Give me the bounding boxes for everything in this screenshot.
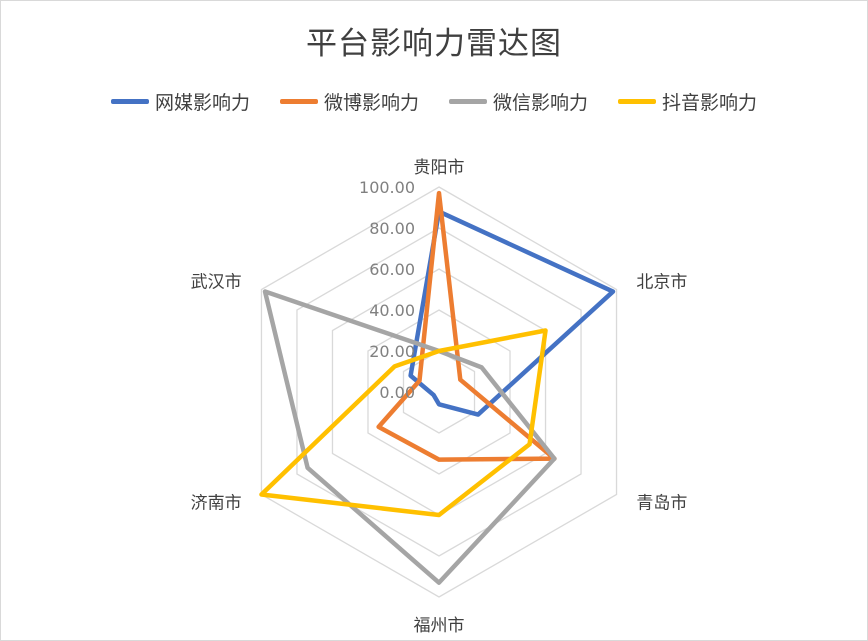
category-label: 武汉市 — [191, 273, 242, 293]
chart-title: 平台影响力雷达图 — [306, 26, 562, 62]
category-label: 福州市 — [414, 616, 465, 636]
tick-label: 40.00 — [369, 301, 415, 320]
gridlines — [260, 186, 618, 598]
legend-label: 微博影响力 — [323, 92, 419, 114]
grid-ring — [260, 186, 618, 598]
tick-label: 100.00 — [359, 178, 415, 197]
legend-item: 抖音影响力 — [618, 88, 757, 115]
series-line-4 — [259, 328, 548, 518]
grid-ring — [367, 309, 511, 475]
legend-label: 微信影响力 — [493, 92, 589, 114]
grid-ring — [331, 268, 547, 516]
grid-ring — [296, 227, 582, 557]
category-label: 贵阳市 — [414, 158, 465, 178]
category-label: 济南市 — [191, 494, 242, 514]
legend-swatch — [618, 99, 657, 104]
category-label: 北京市 — [636, 273, 687, 293]
series-line-3 — [262, 289, 557, 585]
grid-ring — [402, 350, 476, 434]
legend-swatch — [449, 99, 487, 104]
legend-label: 抖音影响力 — [662, 92, 758, 114]
legend: 网媒影响力 微博影响力 微信影响力 抖音影响力 — [0, 88, 868, 115]
legend-swatch — [279, 99, 318, 104]
legend-item: 微信影响力 — [449, 88, 588, 115]
tick-label: 20.00 — [369, 342, 415, 361]
tick-label: 60.00 — [369, 260, 415, 279]
tick-label: 80.00 — [369, 219, 415, 238]
legend-swatch — [110, 99, 149, 104]
series-line-1 — [408, 209, 616, 417]
legend-item: 微博影响力 — [279, 88, 419, 115]
legend-label: 网媒影响力 — [154, 92, 250, 114]
tick-label: 0.00 — [379, 383, 415, 402]
series-line-2 — [376, 190, 557, 462]
legend-item: 网媒影响力 — [110, 88, 250, 115]
category-label: 青岛市 — [636, 494, 687, 514]
